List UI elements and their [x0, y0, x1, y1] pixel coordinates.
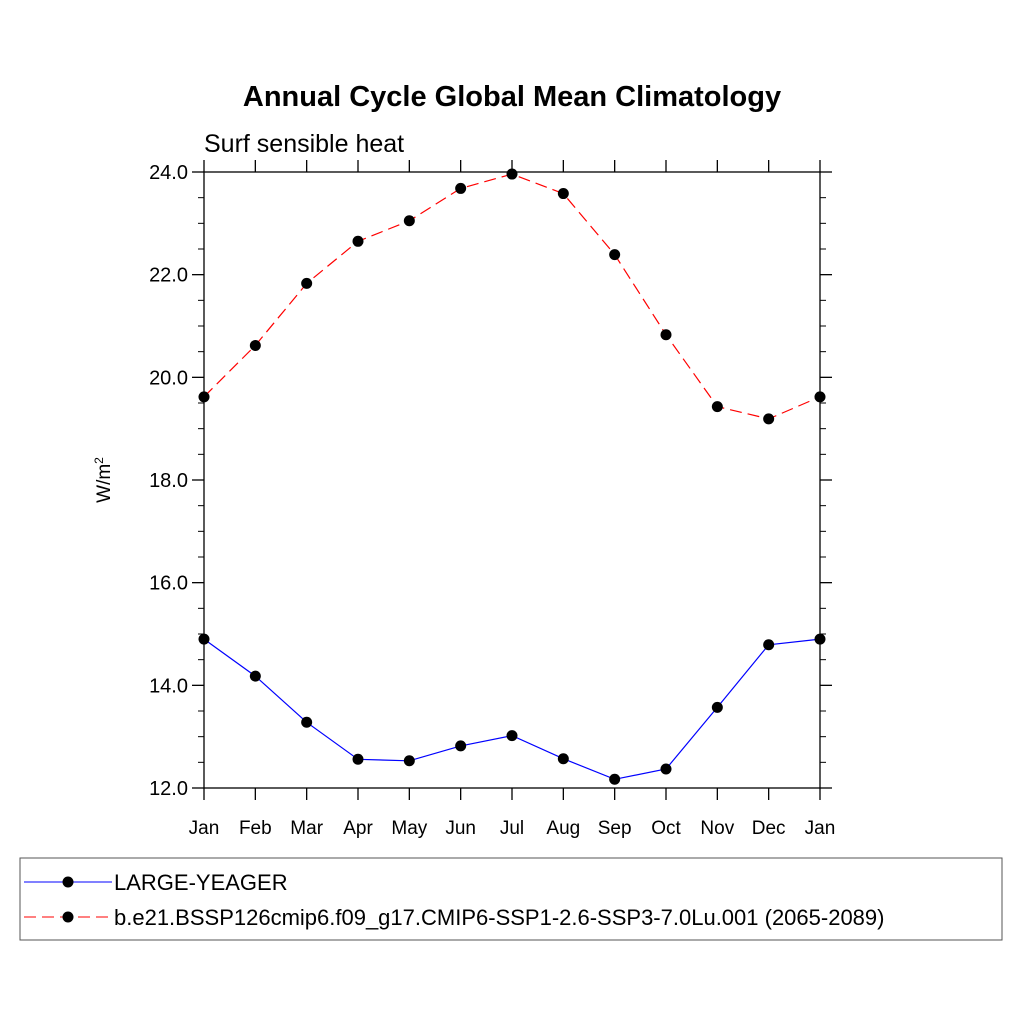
series-1-point	[660, 329, 672, 341]
x-tick-label: Dec	[752, 818, 786, 839]
y-tick-label: 16.0	[149, 573, 188, 595]
x-tick-label: Jan	[805, 818, 836, 839]
y-tick-label: 24.0	[149, 162, 188, 184]
x-tick-label: Mar	[290, 818, 323, 839]
x-tick-label: Apr	[343, 818, 373, 839]
x-tick-label: Feb	[239, 818, 272, 839]
x-tick-label: Sep	[598, 818, 632, 839]
series-0-point	[249, 670, 261, 682]
y-tick-label: 12.0	[149, 778, 188, 800]
y-axis-label-superscript: 2	[92, 457, 106, 464]
series-0-point	[660, 763, 672, 775]
series-group	[198, 168, 826, 785]
series-1-point	[352, 235, 364, 247]
series-1-point	[455, 182, 467, 194]
series-0-point	[711, 701, 723, 713]
y-axis-label-text: W/m	[94, 464, 115, 503]
legend-marker-ssp	[62, 911, 74, 923]
series-line-1	[203, 173, 821, 420]
series-1-point	[249, 340, 261, 352]
series-1-point	[506, 168, 518, 180]
series-line-0	[203, 638, 821, 780]
y-tick-label: 14.0	[149, 675, 188, 697]
series-0-point	[506, 730, 518, 742]
y-tick-label: 22.0	[149, 265, 188, 287]
series-0-point	[763, 639, 775, 651]
series-1-point	[711, 401, 723, 413]
series-0-point	[557, 753, 569, 765]
series-0-point	[455, 740, 467, 752]
legend-label-large-yeager: LARGE-YEAGER	[114, 870, 288, 895]
series-1-point	[403, 215, 415, 227]
series-1-point	[609, 249, 621, 261]
legend: LARGE-YEAGER b.e21.BSSP126cmip6.f09_g17.…	[19, 857, 1003, 941]
series-0-point	[403, 755, 415, 767]
svg-text:W/m2: W/m2	[92, 457, 115, 503]
series-1-point	[814, 391, 826, 403]
x-tick-label: Jul	[500, 818, 524, 839]
series-1-point	[557, 188, 569, 200]
x-tick-label: Jun	[445, 818, 476, 839]
chart-subtitle: Surf sensible heat	[204, 130, 404, 158]
legend-box	[19, 857, 1003, 941]
series-0-point	[814, 633, 826, 645]
series-1-point	[763, 413, 775, 425]
series-1-point	[301, 277, 313, 289]
y-tick-label: 18.0	[149, 470, 188, 492]
y-tick-label: 20.0	[149, 367, 188, 389]
legend-marker-large-yeager	[62, 876, 74, 888]
x-tick-label: Nov	[700, 818, 734, 839]
x-tick-label: Jan	[189, 818, 220, 839]
y-axis-label: W/m2	[92, 457, 115, 503]
series-0-point	[198, 633, 210, 645]
legend-label-ssp: b.e21.BSSP126cmip6.f09_g17.CMIP6-SSP1-2.…	[114, 905, 884, 930]
x-tick-label: Oct	[651, 818, 681, 839]
series-0-point	[609, 773, 621, 785]
x-tick-label: Aug	[546, 818, 580, 839]
series-0-point	[352, 753, 364, 765]
x-tick-label: May	[391, 818, 427, 839]
series-0-point	[301, 716, 313, 728]
series-1-point	[198, 391, 210, 403]
axis-ticks: 12.0 14.0 16.0 18.0 20.0 22.0 24.0 Jan Feb Mar Apr…	[149, 160, 835, 839]
chart-title: Annual Cycle Global Mean Climatology	[243, 81, 781, 113]
